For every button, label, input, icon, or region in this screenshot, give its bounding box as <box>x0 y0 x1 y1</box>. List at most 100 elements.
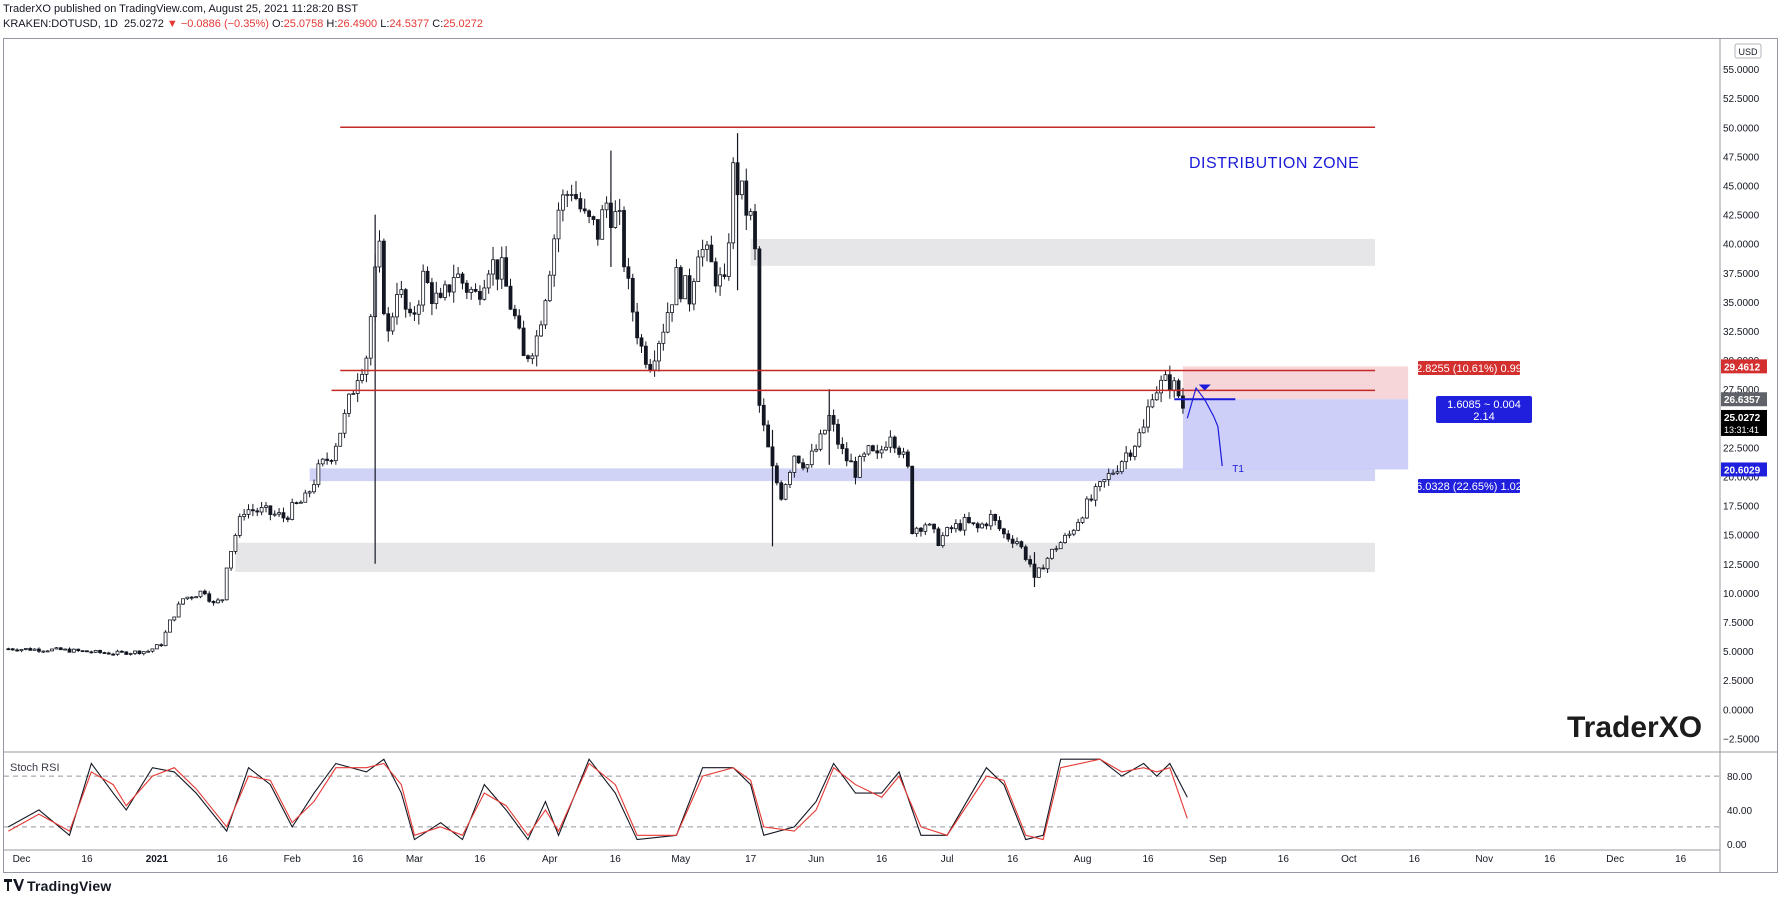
candle-body <box>333 445 338 462</box>
candle-body <box>268 505 273 515</box>
candle-body <box>630 277 635 313</box>
candle-body <box>1133 445 1137 457</box>
candle-body <box>652 360 657 371</box>
candle-body <box>430 282 434 304</box>
candle-body <box>1045 557 1050 570</box>
candle-body <box>10 648 15 651</box>
candle-body <box>587 210 591 217</box>
candle-body <box>674 267 679 306</box>
candle-body <box>133 650 137 654</box>
candle-body <box>1163 374 1168 381</box>
badge-countdown: 13:31:41 <box>1724 425 1759 435</box>
candle-body <box>748 211 753 216</box>
candle-body <box>469 288 474 293</box>
candle-body <box>661 331 666 344</box>
time-tick-label: 2021 <box>146 854 169 865</box>
badge-entry: 26.6357 <box>1724 395 1761 406</box>
down-arrow-icon <box>1198 384 1211 391</box>
ohlc-l-label: L: <box>380 18 390 30</box>
candle-body <box>28 648 33 651</box>
candle-body <box>403 289 408 310</box>
time-tick-label: 16 <box>352 854 364 865</box>
candle-body <box>176 603 181 618</box>
ohlc-o-label: O: <box>271 18 284 30</box>
candle-body <box>897 447 902 455</box>
candle-body <box>242 513 247 517</box>
candle-body <box>892 436 897 449</box>
candle-body <box>761 404 766 426</box>
candle-body <box>936 528 941 546</box>
candle-body <box>1006 533 1011 540</box>
candle-body <box>111 653 116 656</box>
candle-body <box>32 648 37 651</box>
candle-body <box>224 567 229 601</box>
traderxo-watermark: TraderXO <box>1567 711 1702 744</box>
candle-body <box>578 198 583 210</box>
projected-path <box>1186 386 1223 467</box>
candle-body <box>731 162 736 244</box>
price-tick-label: 2.5000 <box>1723 676 1754 687</box>
time-tick-label: Nov <box>1475 854 1493 865</box>
candle-body <box>320 458 325 465</box>
candle-body <box>517 315 522 329</box>
candle-body <box>1098 481 1102 487</box>
candle-body <box>1181 395 1185 409</box>
publisher-line: TraderXO published on TradingView.com, A… <box>3 3 359 15</box>
candle-body <box>1076 521 1081 531</box>
candle-body <box>438 292 443 298</box>
time-tick-label: 16 <box>474 854 486 865</box>
time-tick-label: Mar <box>406 854 424 865</box>
candle-body <box>342 412 347 434</box>
candle-body <box>395 294 399 318</box>
time-tick-label: Dec <box>13 854 31 865</box>
tradingview-footer[interactable]: TradingView <box>4 878 111 894</box>
price-change: ▼ −0.0886 (−0.35%) <box>166 18 269 30</box>
candle-body <box>552 238 557 276</box>
candle-body <box>1137 432 1142 447</box>
candle-body <box>303 492 308 503</box>
candle-body <box>1167 374 1172 391</box>
candle-body <box>984 523 989 527</box>
symbol-label[interactable]: KRAKEN:DOTUSD, 1D <box>3 18 118 30</box>
candle-body <box>119 650 124 653</box>
time-tick-label: Jul <box>941 854 954 865</box>
candle-body <box>124 651 129 655</box>
candle-body <box>696 256 701 282</box>
candle-body <box>255 510 260 513</box>
candle-body <box>1023 546 1028 560</box>
candle-body <box>753 211 757 250</box>
candle-body <box>980 523 984 529</box>
candle-body <box>1028 559 1033 565</box>
price-tick-label: 52.5000 <box>1723 94 1760 105</box>
candle-body <box>604 202 609 211</box>
candle-body <box>229 551 233 569</box>
candle-body <box>486 273 491 289</box>
candle-body <box>23 648 28 650</box>
candle-body <box>1063 534 1067 543</box>
candle-body <box>591 216 596 220</box>
candle-body <box>71 648 76 653</box>
candle-body <box>967 517 971 524</box>
candle-body <box>670 304 674 313</box>
candle-body <box>853 460 858 478</box>
candle-body <box>434 292 439 304</box>
candle-body <box>582 208 587 212</box>
candle-body <box>159 644 164 647</box>
candle-body <box>512 308 517 317</box>
candle-body <box>37 648 41 652</box>
candle-body <box>211 600 216 604</box>
candle-body <box>1019 541 1024 548</box>
candle-body <box>932 523 936 530</box>
position-stop-area <box>1182 399 1409 470</box>
time-tick-label: 16 <box>1544 854 1556 865</box>
candle-body <box>665 312 670 333</box>
candle-body <box>840 443 845 450</box>
candle-body <box>788 472 792 485</box>
price-tick-label: −2.5000 <box>1723 734 1760 745</box>
candle-body <box>726 242 731 277</box>
candle-body <box>643 345 648 365</box>
candle-body <box>805 464 810 469</box>
price-tick-label: 37.5000 <box>1723 269 1760 280</box>
candle-body <box>635 311 640 339</box>
